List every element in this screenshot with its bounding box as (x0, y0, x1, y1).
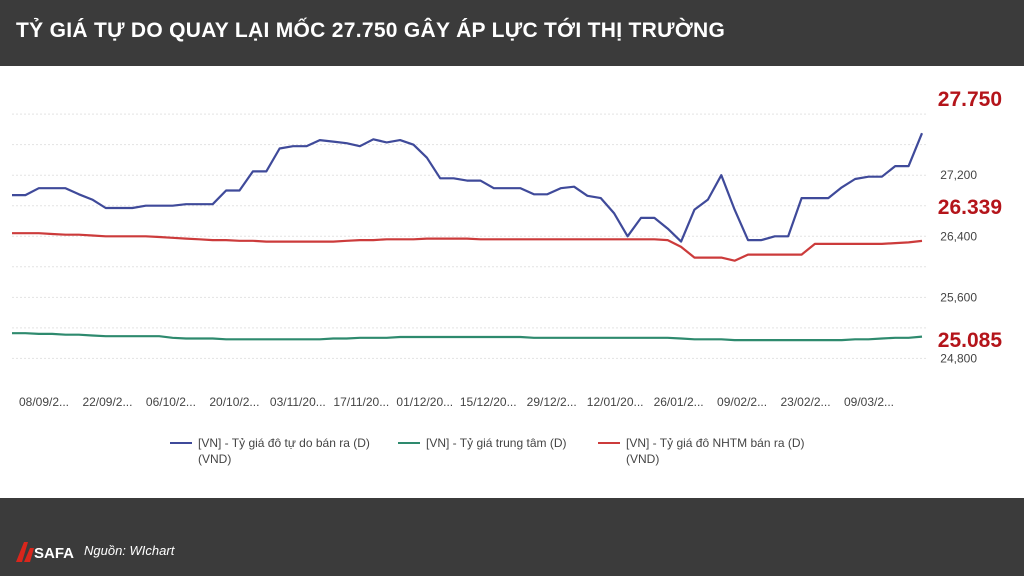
chart-legend: [VN] - Tỷ giá đô tự do bán ra (D) (VND) [… (0, 435, 1024, 475)
x-tick-label: 09/03/2... (844, 395, 894, 409)
safa-logo: SAFA (16, 542, 74, 562)
x-tick-label: 12/01/20... (587, 395, 644, 409)
x-tick-label: 08/09/2... (19, 395, 69, 409)
y-tick-label: 25,600 (940, 290, 977, 304)
svg-text:SAFA: SAFA (34, 545, 74, 562)
header-bar: TỶ GIÁ TỰ DO QUAY LẠI MỐC 27.750 GÂY ÁP … (0, 0, 1024, 66)
series-lines (12, 132, 924, 342)
legend-label: [VN] - Tỷ giá trung tâm (D) (426, 436, 567, 450)
x-tick-label: 23/02/2... (781, 395, 831, 409)
x-tick-label: 20/10/2... (209, 395, 259, 409)
x-tick-label: 26/01/2... (654, 395, 704, 409)
series-line-commercial (12, 232, 923, 262)
y-tick-label: 24,800 (940, 351, 977, 365)
legend-label: [VN] - Tỷ giá đô NHTM bán ra (D) (VND) (626, 436, 805, 466)
legend-swatch (170, 442, 192, 444)
x-tick-label: 17/11/20... (333, 395, 389, 409)
y-tick-label: 26,400 (940, 229, 977, 243)
y-tick-label: 27,200 (940, 168, 977, 182)
legend-item: [VN] - Tỷ giá trung tâm (D) (398, 435, 606, 451)
series-end-label: 27.750 (938, 88, 1002, 111)
legend-swatch (398, 442, 420, 444)
x-tick-label: 06/10/2... (146, 395, 196, 409)
footer-bar: SAFA Nguồn: WIchart (0, 498, 1024, 576)
x-tick-label: 22/09/2... (82, 395, 132, 409)
source-note: Nguồn: WIchart (84, 543, 175, 558)
x-tick-label: 03/11/20... (270, 395, 326, 409)
legend-item: [VN] - Tỷ giá đô tự do bán ra (D) (VND) (170, 435, 398, 467)
legend-label: [VN] - Tỷ giá đô tự do bán ra (D) (VND) (198, 436, 370, 466)
series-end-label: 25.085 (938, 329, 1003, 352)
x-axis-tick-labels: 08/09/2... 22/09/2... 06/10/2... 20/10/2...… (19, 395, 894, 409)
legend-item: [VN] - Tỷ giá đô NHTM bán ra (D) (VND) (598, 435, 826, 467)
x-tick-label: 01/12/20... (396, 395, 453, 409)
x-tick-label: 09/02/2... (717, 395, 767, 409)
line-chart: 27,200 26,400 25,600 24,800 08/09/2... 22/09… (12, 88, 1003, 409)
y-axis-tick-labels: 27,200 26,400 25,600 24,800 (940, 168, 977, 365)
series-end-label: 26.339 (938, 196, 1002, 219)
series-line-free-market (12, 132, 924, 243)
series-line-central (12, 332, 923, 342)
x-tick-label: 15/12/20... (460, 395, 517, 409)
legend-swatch (598, 442, 620, 444)
page-title: TỶ GIÁ TỰ DO QUAY LẠI MỐC 27.750 GÂY ÁP … (16, 19, 726, 42)
x-tick-label: 29/12/2... (527, 395, 577, 409)
series-end-labels: 27.750 25.085 26.339 (938, 88, 1003, 352)
